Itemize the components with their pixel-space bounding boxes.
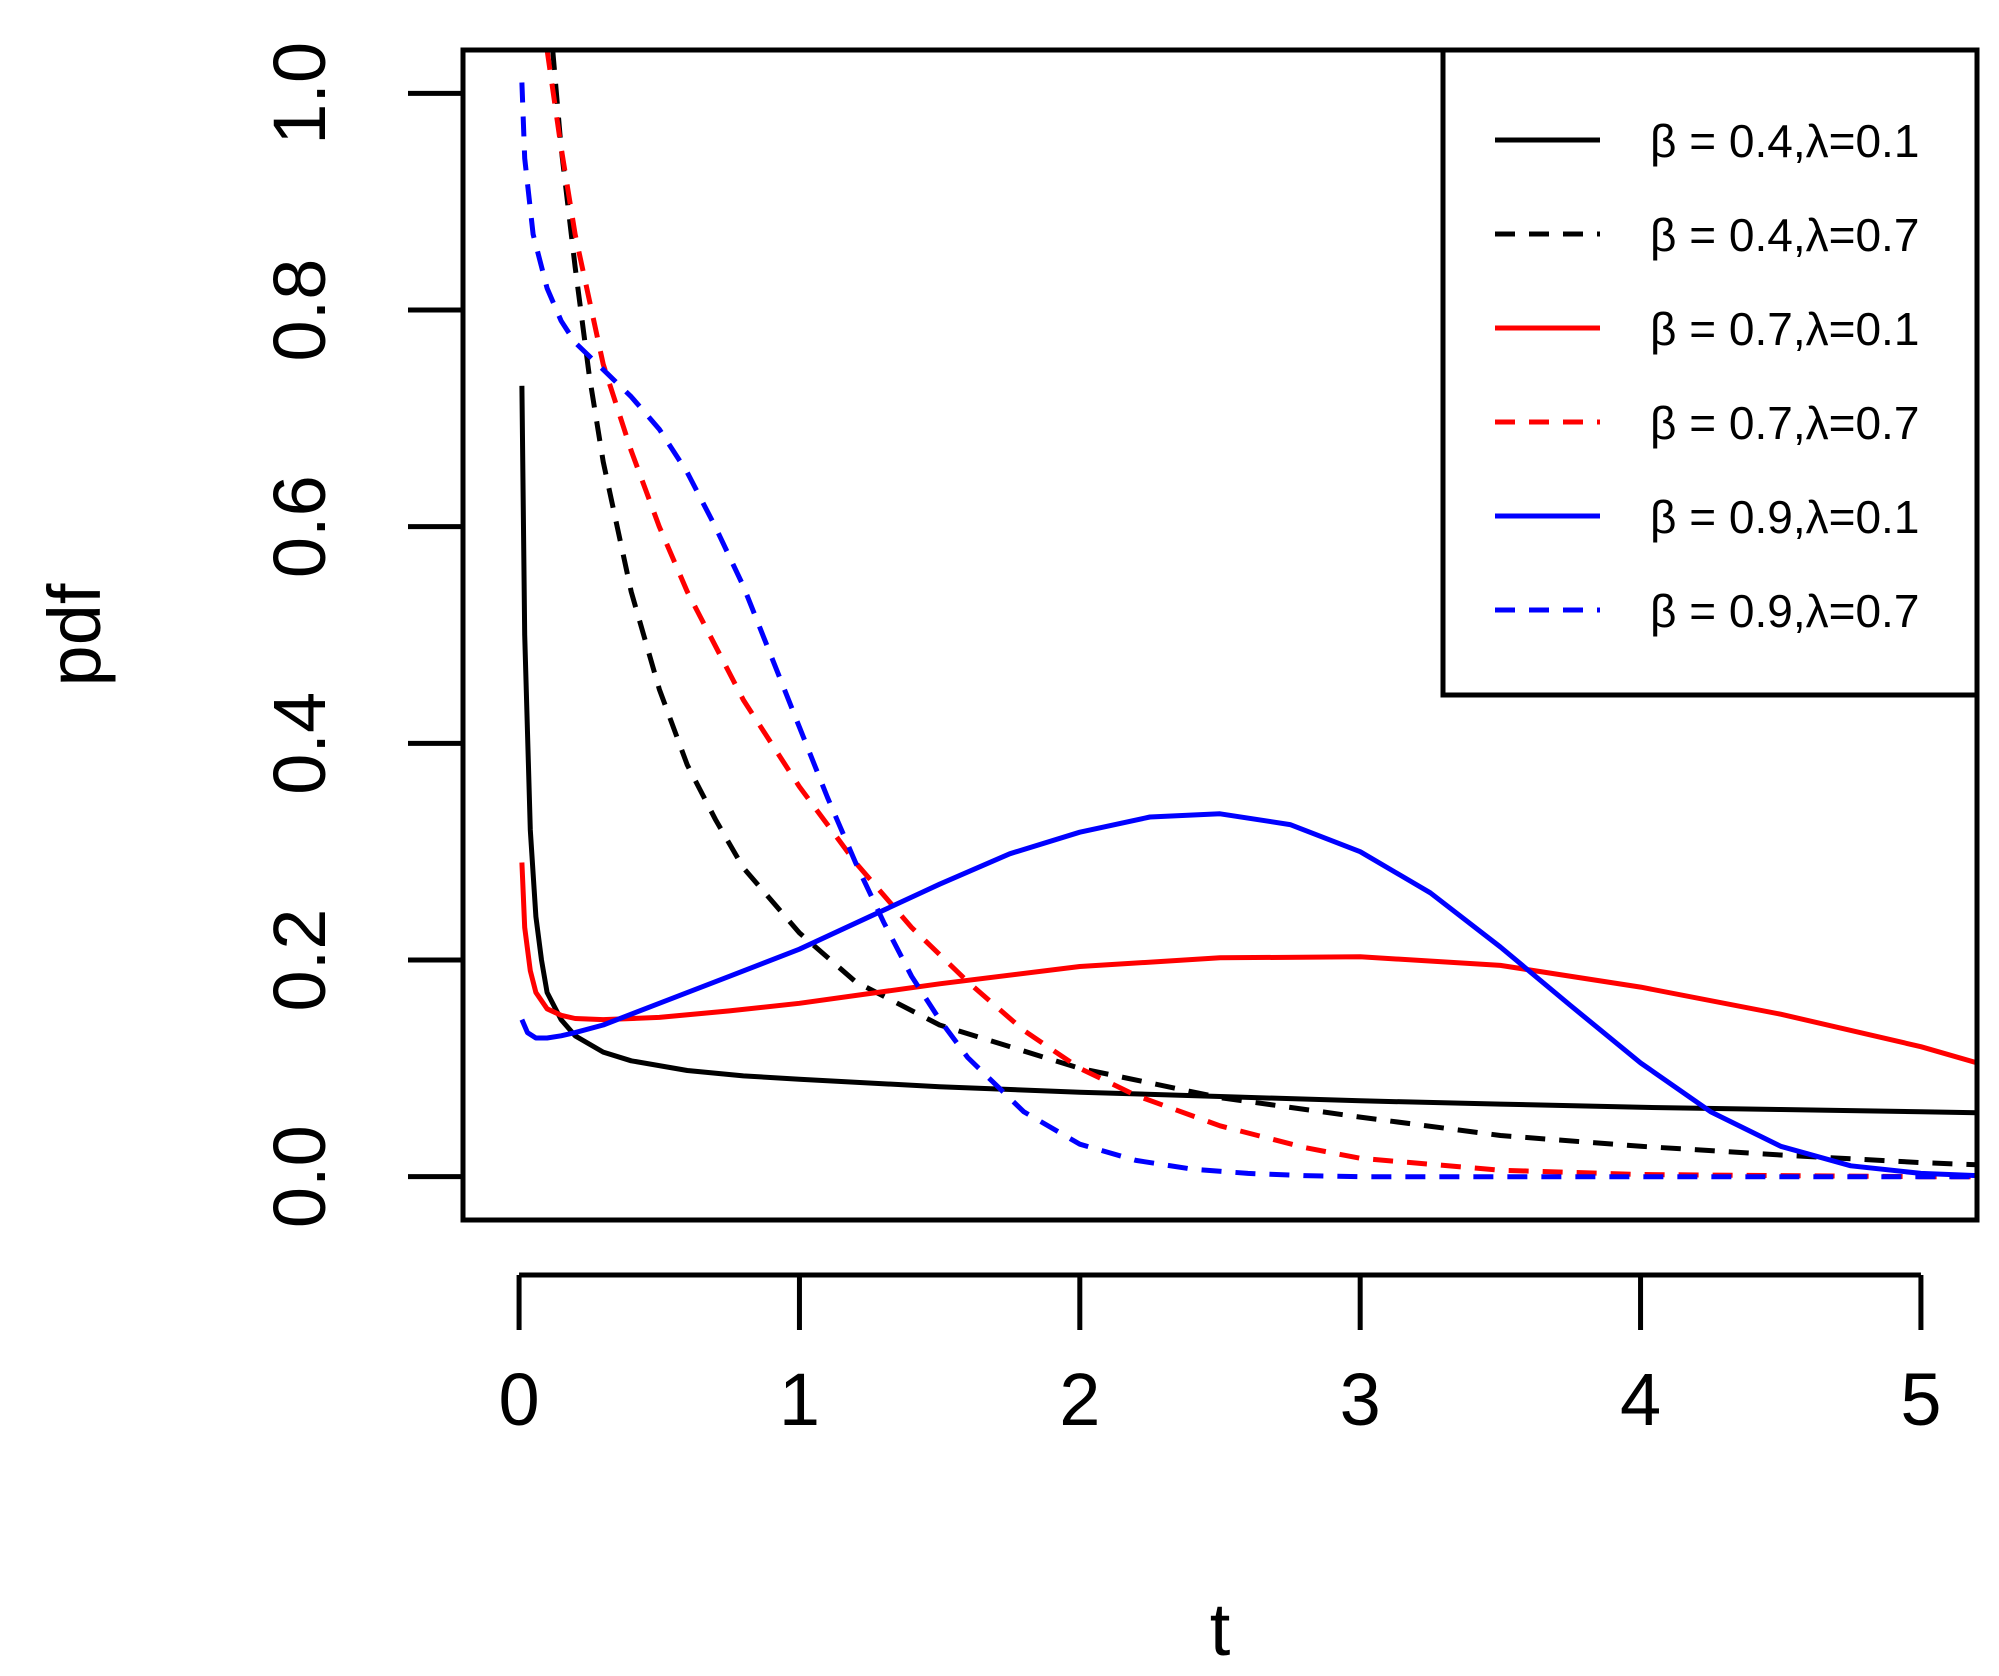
x-tick-label: 5 <box>1900 1358 1941 1441</box>
x-tick-label: 1 <box>779 1358 820 1441</box>
x-tick-label: 0 <box>498 1358 539 1441</box>
series-line-6 <box>519 82 1977 1180</box>
series-line-4 <box>544 50 1977 1180</box>
plot-lines <box>519 50 1977 1180</box>
y-tick-label: 0.0 <box>258 1125 341 1228</box>
series-line-5 <box>519 811 1977 1179</box>
legend-label: β = 0.7,λ=0.1 <box>1650 303 1919 355</box>
x-tick-label: 3 <box>1340 1358 1381 1441</box>
series-line-1 <box>519 385 1977 1116</box>
legend-label: β = 0.4,λ=0.7 <box>1650 209 1919 261</box>
x-tick-label: 2 <box>1059 1358 1100 1441</box>
y-tick-label: 0.8 <box>258 259 341 362</box>
legend: β = 0.4,λ=0.1 β = 0.4,λ=0.7 β = 0.7,λ=0.1 β… <box>1440 50 1979 698</box>
x-axis: 0 1 2 3 4 5 <box>498 1272 1942 1441</box>
legend-label: β = 0.4,λ=0.1 <box>1650 115 1919 167</box>
legend-label: β = 0.9,λ=0.7 <box>1650 585 1919 637</box>
y-axis: 0.0 0.2 0.4 0.6 0.8 1.0 <box>258 42 466 1228</box>
y-tick-label: 0.6 <box>258 475 341 578</box>
y-axis-title: pdf <box>33 583 116 686</box>
legend-label: β = 0.9,λ=0.1 <box>1650 491 1919 543</box>
legend-label: β = 0.7,λ=0.7 <box>1650 397 1919 449</box>
x-tick-label: 4 <box>1620 1358 1661 1441</box>
series-line-3 <box>519 862 1977 1066</box>
legend-box <box>1440 50 1979 698</box>
x-axis-title: t <box>1210 1588 1231 1671</box>
y-tick-label: 0.2 <box>258 909 341 1012</box>
y-tick-label: 1.0 <box>258 42 341 145</box>
y-tick-label: 0.4 <box>258 692 341 795</box>
series-line-2 <box>550 50 1977 1168</box>
